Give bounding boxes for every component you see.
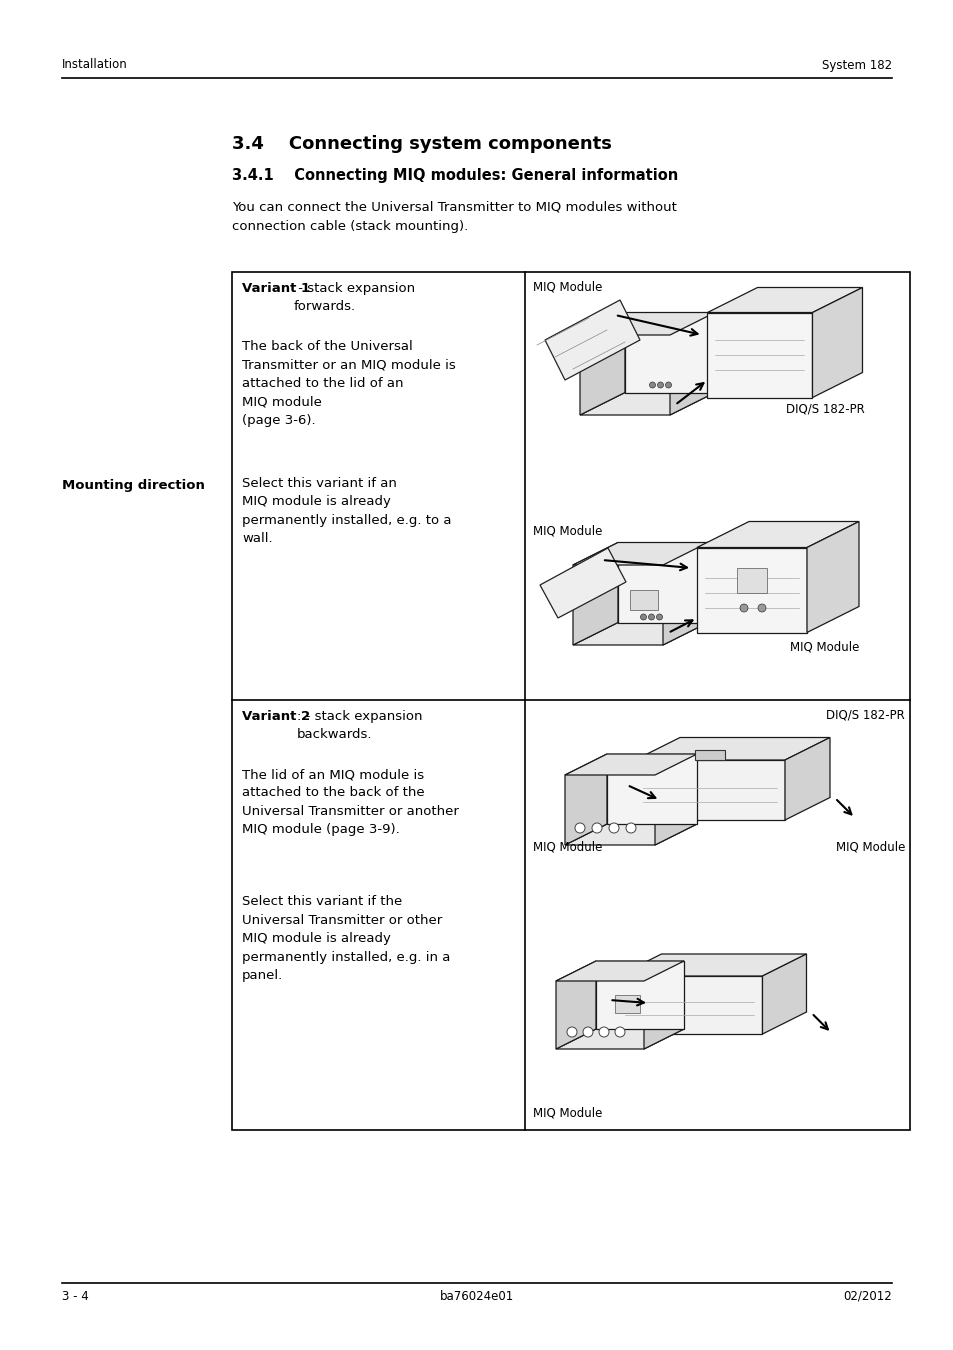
Text: Variant 1: Variant 1: [242, 282, 310, 296]
Circle shape: [608, 824, 618, 833]
Polygon shape: [761, 954, 805, 1034]
Polygon shape: [784, 737, 829, 819]
Text: Select this variant if an
MIQ module is already
permanently installed, e.g. to a: Select this variant if an MIQ module is …: [242, 477, 451, 545]
Polygon shape: [556, 961, 683, 981]
Text: 3.4    Connecting system components: 3.4 Connecting system components: [232, 135, 611, 153]
Bar: [695, 751, 724, 760]
Polygon shape: [618, 543, 707, 622]
Polygon shape: [655, 755, 697, 845]
Polygon shape: [606, 755, 697, 824]
Circle shape: [665, 382, 671, 387]
Circle shape: [582, 1027, 593, 1037]
Text: : - stack expansion
backwards.: : - stack expansion backwards.: [296, 710, 422, 741]
Text: MIQ Module: MIQ Module: [835, 840, 904, 853]
Bar: [630, 590, 658, 610]
Circle shape: [575, 824, 584, 833]
Text: DIQ/S 182-PR: DIQ/S 182-PR: [825, 707, 904, 721]
Polygon shape: [544, 300, 639, 379]
Polygon shape: [707, 312, 812, 397]
Polygon shape: [556, 1029, 683, 1049]
Circle shape: [648, 614, 654, 620]
Polygon shape: [617, 954, 805, 976]
Text: 3 - 4: 3 - 4: [62, 1289, 89, 1303]
Polygon shape: [579, 393, 714, 414]
Polygon shape: [579, 312, 624, 414]
Polygon shape: [579, 312, 714, 335]
Polygon shape: [564, 824, 697, 845]
Bar: [615, 995, 639, 1012]
Polygon shape: [624, 312, 714, 393]
Circle shape: [598, 1027, 608, 1037]
Text: MIQ Module: MIQ Module: [533, 840, 601, 853]
Bar: [737, 568, 766, 593]
Text: Select this variant if the
Universal Transmitter or other
MIQ module is already
: Select this variant if the Universal Tra…: [242, 895, 450, 981]
Polygon shape: [573, 622, 707, 645]
Polygon shape: [596, 961, 683, 1029]
Circle shape: [758, 603, 765, 612]
Text: 3.4.1    Connecting MIQ modules: General information: 3.4.1 Connecting MIQ modules: General in…: [232, 167, 678, 184]
Text: MIQ Module: MIQ Module: [533, 1107, 601, 1120]
Circle shape: [625, 824, 636, 833]
Polygon shape: [564, 755, 606, 845]
Polygon shape: [635, 760, 784, 819]
Polygon shape: [707, 288, 862, 312]
Polygon shape: [812, 288, 862, 397]
Circle shape: [740, 603, 747, 612]
Circle shape: [639, 614, 646, 620]
Text: 02/2012: 02/2012: [842, 1289, 891, 1303]
Polygon shape: [697, 548, 806, 633]
Polygon shape: [564, 755, 697, 775]
Text: MIQ Module: MIQ Module: [789, 640, 858, 653]
Text: System 182: System 182: [821, 58, 891, 72]
Polygon shape: [617, 976, 761, 1034]
Text: Variant 2: Variant 2: [242, 710, 310, 724]
Polygon shape: [539, 548, 625, 618]
Text: ba76024e01: ba76024e01: [439, 1289, 514, 1303]
Text: - stack expansion
forwards.: - stack expansion forwards.: [294, 282, 415, 313]
Circle shape: [566, 1027, 577, 1037]
Bar: [232, 271, 909, 1130]
Polygon shape: [643, 961, 683, 1049]
Polygon shape: [556, 961, 596, 1049]
Text: MIQ Module: MIQ Module: [533, 279, 601, 293]
Polygon shape: [662, 543, 707, 645]
Polygon shape: [635, 737, 829, 760]
Circle shape: [592, 824, 601, 833]
Polygon shape: [669, 312, 714, 414]
Text: The lid of an MIQ module is
attached to the back of the
Universal Transmitter or: The lid of an MIQ module is attached to …: [242, 768, 458, 837]
Circle shape: [657, 382, 662, 387]
Text: MIQ Module: MIQ Module: [533, 525, 601, 539]
Text: DIQ/S 182-PR: DIQ/S 182-PR: [785, 402, 863, 416]
Polygon shape: [697, 521, 858, 548]
Text: Mounting direction: Mounting direction: [62, 479, 205, 493]
Text: connection cable (stack mounting).: connection cable (stack mounting).: [232, 220, 468, 234]
Text: The back of the Universal
Transmitter or an MIQ module is
attached to the lid of: The back of the Universal Transmitter or…: [242, 340, 456, 427]
Circle shape: [656, 614, 661, 620]
Circle shape: [615, 1027, 624, 1037]
Polygon shape: [806, 521, 858, 633]
Polygon shape: [573, 543, 707, 566]
Text: Installation: Installation: [62, 58, 128, 72]
Circle shape: [649, 382, 655, 387]
Text: You can connect the Universal Transmitter to MIQ modules without: You can connect the Universal Transmitte…: [232, 200, 677, 213]
Polygon shape: [573, 543, 618, 645]
